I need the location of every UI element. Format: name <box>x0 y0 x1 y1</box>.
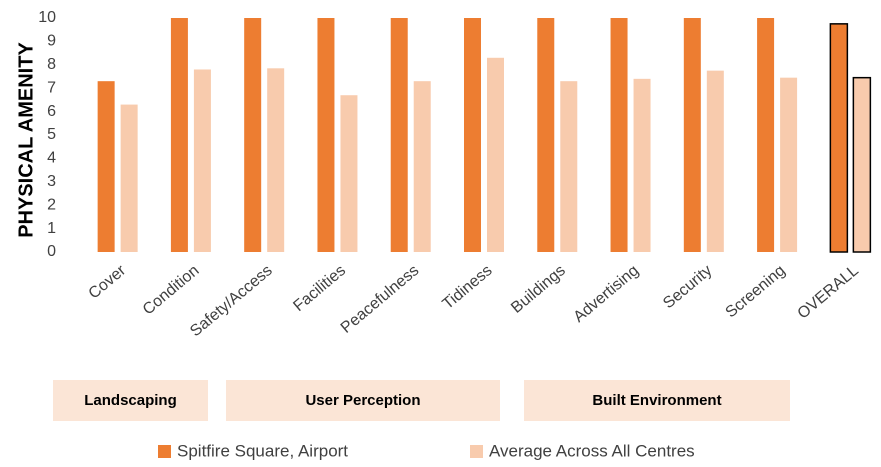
y-tick-label: 7 <box>47 79 56 96</box>
bar <box>193 69 211 252</box>
bar <box>413 81 431 253</box>
group-box <box>53 380 208 421</box>
legend-swatch <box>470 445 483 458</box>
bar <box>244 18 262 252</box>
y-tick-label: 8 <box>47 56 56 73</box>
y-tick-label: 0 <box>47 243 56 260</box>
bar <box>683 18 701 252</box>
bar <box>852 76 872 253</box>
x-tick-label: Condition <box>140 262 203 318</box>
bar <box>829 23 849 253</box>
legend-label: Average Across All Centres <box>489 441 695 460</box>
bar <box>633 78 651 252</box>
legend-swatch <box>158 445 171 458</box>
bar <box>706 70 724 253</box>
x-tick-label: Screening <box>723 262 789 321</box>
y-tick-label: 3 <box>47 173 56 190</box>
x-tick-label: Peacefulness <box>338 262 423 337</box>
y-tick-label: 9 <box>47 33 56 50</box>
x-tick-label: Tidiness <box>439 262 495 313</box>
bar <box>170 18 188 252</box>
y-tick-label: 4 <box>47 150 56 167</box>
y-tick-label: 10 <box>38 9 56 26</box>
bar <box>780 77 798 252</box>
bar <box>464 18 481 252</box>
y-tick-label: 1 <box>47 220 56 237</box>
x-tick-label: Facilities <box>290 262 349 315</box>
y-axis-label: PHYSICAL AMENITY <box>15 42 37 238</box>
bar <box>97 81 115 253</box>
group-box <box>524 380 790 421</box>
y-tick-label: 6 <box>47 103 56 120</box>
y-tick-label: 2 <box>47 196 56 213</box>
bar <box>560 81 578 253</box>
bar <box>390 18 408 252</box>
group-box <box>226 380 500 421</box>
x-tick-label: OVERALL <box>794 262 862 323</box>
bar <box>120 104 138 252</box>
x-tick-label: Security <box>660 262 715 312</box>
group-label: User Perception <box>305 392 420 409</box>
bar <box>537 18 555 252</box>
x-tick-label: Buildings <box>508 262 569 317</box>
x-tick-label: Advertising <box>571 262 643 326</box>
group-label: Built Environment <box>592 392 721 409</box>
bar <box>267 68 285 252</box>
bar <box>610 18 628 252</box>
bar <box>487 57 504 252</box>
bar <box>757 18 775 252</box>
bar <box>340 95 358 252</box>
group-label: Landscaping <box>84 392 177 409</box>
bar <box>317 18 335 252</box>
y-tick-label: 5 <box>47 126 56 143</box>
legend-label: Spitfire Square, Airport <box>177 441 348 460</box>
x-tick-label: Cover <box>86 262 130 303</box>
